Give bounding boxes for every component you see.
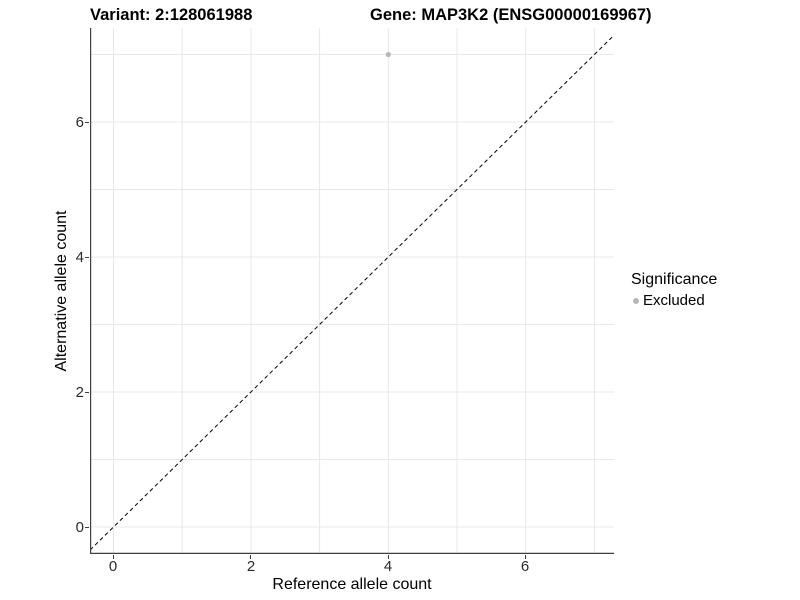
plot-title-gene: Gene: MAP3K2 (ENSG00000169967) xyxy=(370,6,652,24)
excluded-point-icon xyxy=(633,297,639,304)
legend-item-label: Excluded xyxy=(643,292,705,309)
y-axis-title: Alternative allele count xyxy=(53,210,70,372)
plot-panel xyxy=(90,28,614,554)
identity-dashed-line xyxy=(90,34,614,551)
x-tickmark-6 xyxy=(525,555,526,559)
x-tickmark-2 xyxy=(250,555,251,559)
x-tick-label: 4 xyxy=(383,558,393,575)
x-tick-label: 0 xyxy=(108,558,118,575)
x-tick-label: 2 xyxy=(246,558,256,575)
y-tickmark-6 xyxy=(85,122,89,123)
gridlines xyxy=(90,28,614,554)
y-tickmark-2 xyxy=(85,392,89,393)
x-axis-title: Reference allele count xyxy=(272,576,432,593)
x-tickmark-0 xyxy=(113,555,114,559)
data-point xyxy=(385,51,391,58)
plot-title-variant: Variant: 2:128061988 xyxy=(90,6,253,24)
y-tick-label: 2 xyxy=(75,384,84,401)
x-tickmark-4 xyxy=(388,555,389,559)
y-tick-label: 4 xyxy=(75,249,84,266)
x-tick-label: 6 xyxy=(520,558,530,575)
legend-item-excluded: Excluded xyxy=(631,292,717,309)
data-points xyxy=(385,51,391,58)
legend-title: Significance xyxy=(631,271,718,288)
legend: Significance Excluded xyxy=(631,271,717,309)
y-tickmark-0 xyxy=(85,527,89,528)
y-tick-label: 6 xyxy=(75,114,84,131)
y-tickmark-4 xyxy=(85,257,89,258)
y-tick-label: 0 xyxy=(75,519,84,536)
plot-canvas xyxy=(90,28,614,554)
